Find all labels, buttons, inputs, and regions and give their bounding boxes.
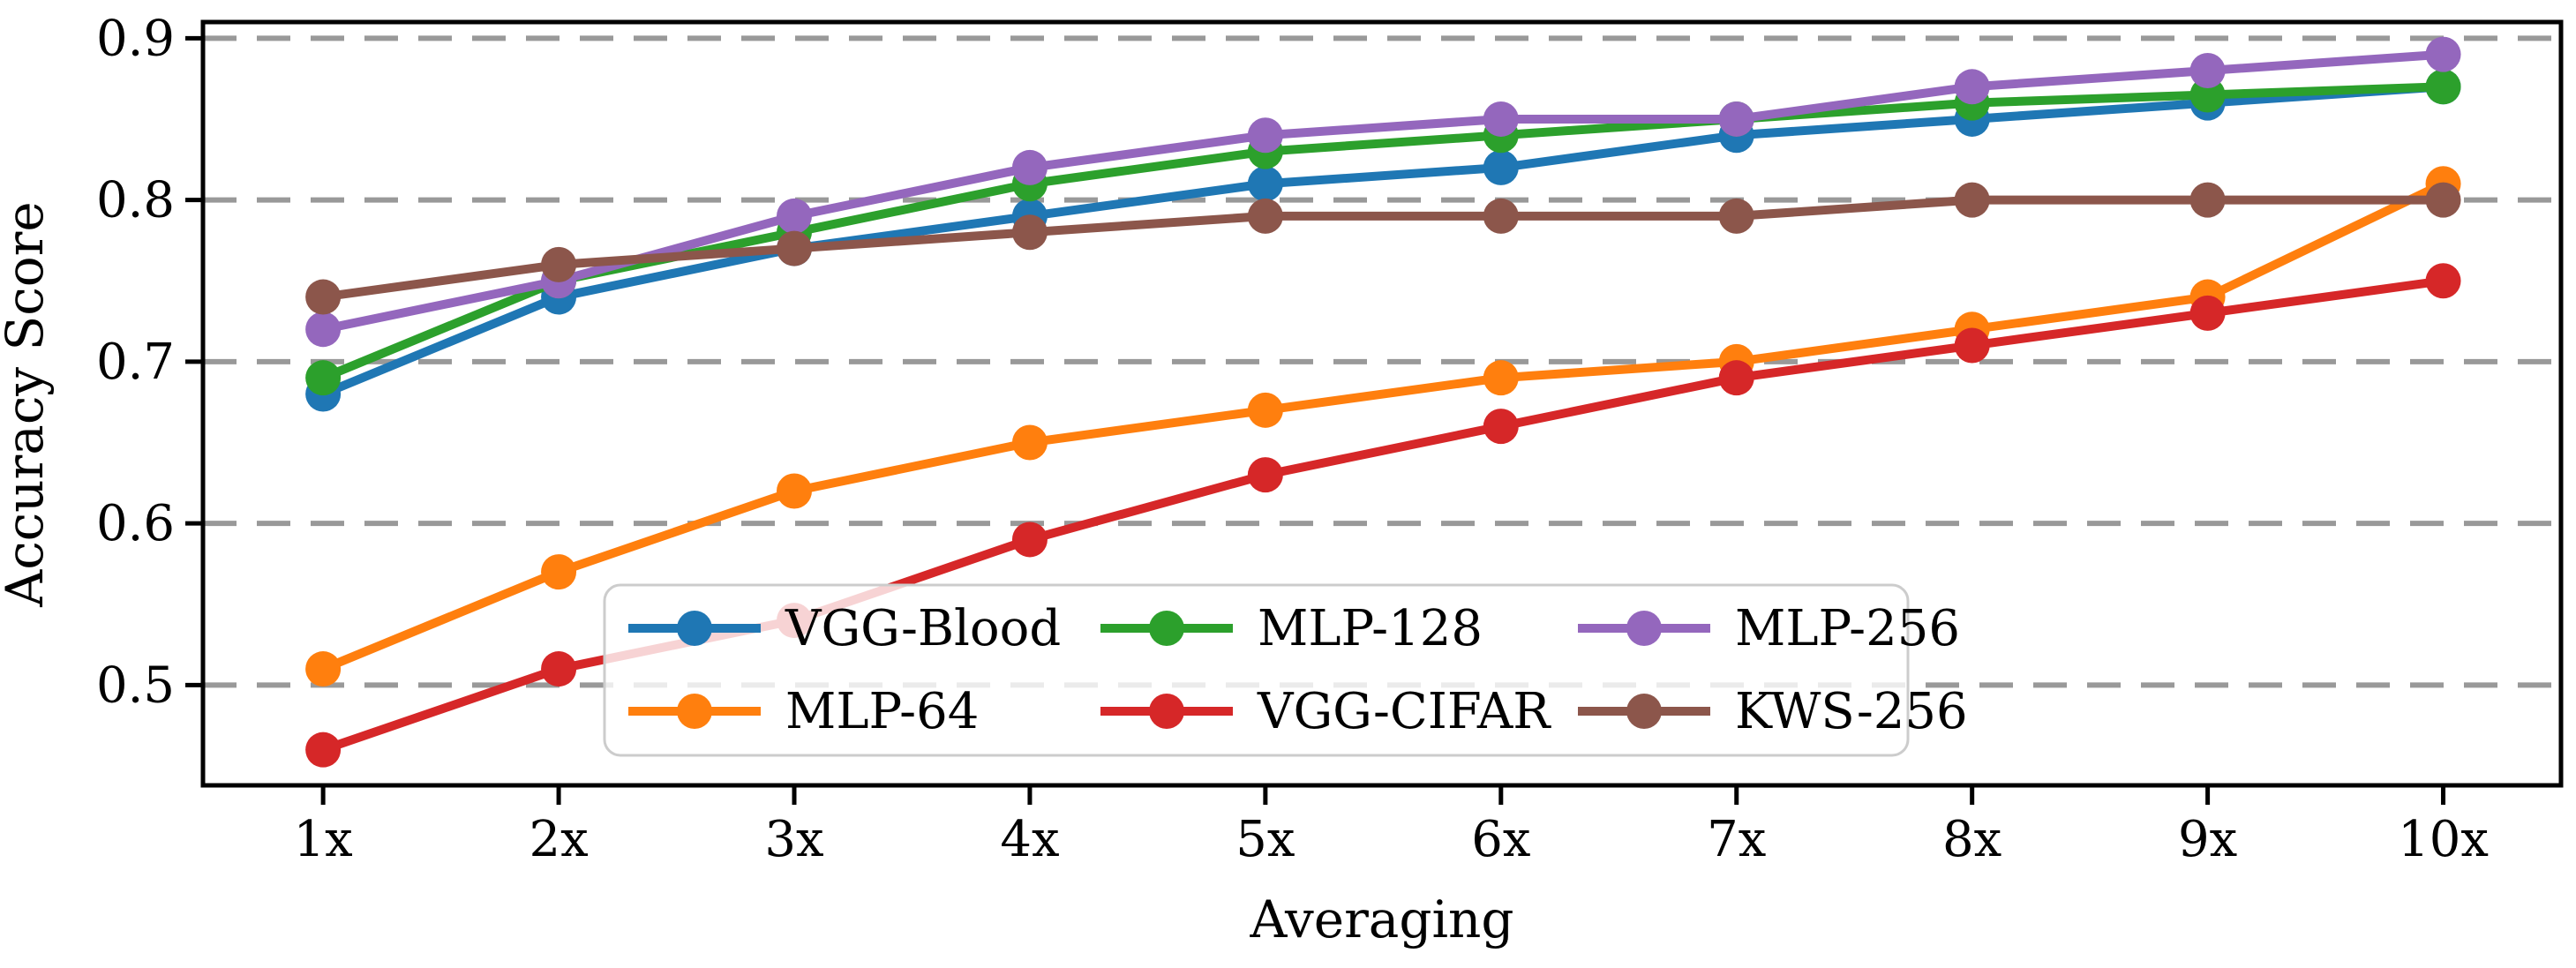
legend-label-VGG-Blood: VGG-Blood [785, 600, 1061, 657]
data-point-MLP-64-6x [1483, 360, 1519, 396]
series-line-MLP-64 [319, 179, 2448, 674]
data-point-MLP-256-9x [2189, 52, 2226, 88]
data-point-KWS-256-1x [305, 279, 342, 315]
y-tick-label: 0.7 [96, 334, 175, 391]
x-tick-label: 9x [2178, 811, 2237, 868]
x-axis-label: Averaging [1249, 889, 1513, 949]
data-point-VGG-CIFAR-7x [1718, 360, 1754, 396]
data-point-VGG-CIFAR-9x [2189, 295, 2226, 331]
legend-marker [1149, 694, 1184, 729]
data-point-KWS-256-3x [777, 230, 813, 266]
data-point-MLP-64-3x [777, 473, 813, 509]
data-point-KWS-256-9x [2189, 182, 2226, 218]
data-point-MLP-64-2x [541, 554, 577, 590]
data-point-KWS-256-4x [1011, 214, 1048, 251]
legend-marker [1626, 611, 1662, 646]
data-point-MLP-256-8x [1954, 69, 1990, 105]
x-tick-label: 4x [1000, 811, 1059, 868]
legend-marker [677, 611, 712, 646]
y-tick-label: 0.5 [96, 657, 175, 714]
legend-marker [1626, 694, 1662, 729]
x-tick-label: 6x [1471, 811, 1530, 868]
series-line-MLP-256 [319, 49, 2448, 334]
data-point-MLP-256-3x [777, 198, 813, 234]
data-point-KWS-256-10x [2425, 182, 2461, 218]
x-tick-label: 7x [1707, 811, 1766, 868]
y-tick-label: 0.6 [96, 495, 175, 552]
x-tick-label: 2x [529, 811, 588, 868]
x-tick-label: 5x [1235, 811, 1295, 868]
data-point-VGG-CIFAR-1x [305, 732, 342, 768]
y-tick-label: 0.8 [96, 172, 175, 229]
legend-label-VGG-CIFAR: VGG-CIFAR [1257, 683, 1551, 740]
data-point-VGG-Blood-5x [1247, 166, 1283, 202]
legend-marker [1149, 611, 1184, 646]
legend-label-MLP-64: MLP-64 [785, 683, 979, 740]
data-point-MLP-256-7x [1718, 101, 1754, 137]
data-point-MLP-128-10x [2425, 69, 2461, 105]
legend-label-MLP-256: MLP-256 [1735, 600, 1960, 657]
data-point-MLP-256-1x [305, 311, 342, 348]
data-point-VGG-CIFAR-2x [541, 651, 577, 687]
data-point-KWS-256-2x [541, 246, 577, 282]
data-point-MLP-128-1x [305, 360, 342, 396]
data-point-MLP-64-4x [1011, 424, 1048, 461]
x-tick-label: 1x [294, 811, 353, 868]
data-point-VGG-CIFAR-4x [1011, 522, 1048, 558]
tick-layer: 0.5 0.6 0.7 0.8 0.9 1x 2x 3x 4x 5x 6x 7x 8x 9x 10x [96, 10, 2489, 868]
data-point-VGG-CIFAR-6x [1483, 409, 1519, 445]
y-axis-label: Accuracy Score [0, 201, 55, 607]
data-point-KWS-256-7x [1718, 198, 1754, 234]
data-point-MLP-256-10x [2425, 36, 2461, 72]
legend-label-KWS-256: KWS-256 [1735, 683, 1968, 740]
data-point-MLP-64-5x [1247, 392, 1283, 428]
x-tick-label: 8x [1942, 811, 2001, 868]
legend-label-MLP-128: MLP-128 [1258, 600, 1483, 657]
y-tick-label: 0.9 [96, 10, 175, 67]
data-point-MLP-128-9x [2189, 77, 2226, 113]
series-line-KWS-256 [319, 195, 2448, 302]
data-point-KWS-256-6x [1483, 198, 1519, 234]
series-layer [305, 36, 2461, 768]
data-point-VGG-CIFAR-10x [2425, 263, 2461, 299]
data-point-MLP-64-1x [305, 651, 342, 687]
data-point-VGG-CIFAR-5x [1247, 457, 1283, 493]
data-point-KWS-256-5x [1247, 198, 1283, 234]
data-point-KWS-256-8x [1954, 182, 1990, 218]
data-point-MLP-256-6x [1483, 101, 1519, 137]
legend: VGG-Blood MLP-64 MLP-128 VGG-CIFAR MLP-256 KW… [603, 583, 1968, 757]
legend-marker [677, 694, 712, 729]
axes-spines [200, 19, 2564, 788]
plot-border [200, 19, 2564, 788]
x-tick-label: 3x [764, 811, 823, 868]
data-point-VGG-Blood-6x [1483, 149, 1519, 185]
series-line-VGG-Blood [319, 82, 2448, 399]
data-point-MLP-256-4x [1011, 149, 1048, 185]
x-tick-label: 10x [2398, 811, 2489, 868]
data-point-VGG-CIFAR-8x [1954, 327, 1990, 364]
data-point-MLP-256-5x [1247, 117, 1283, 154]
